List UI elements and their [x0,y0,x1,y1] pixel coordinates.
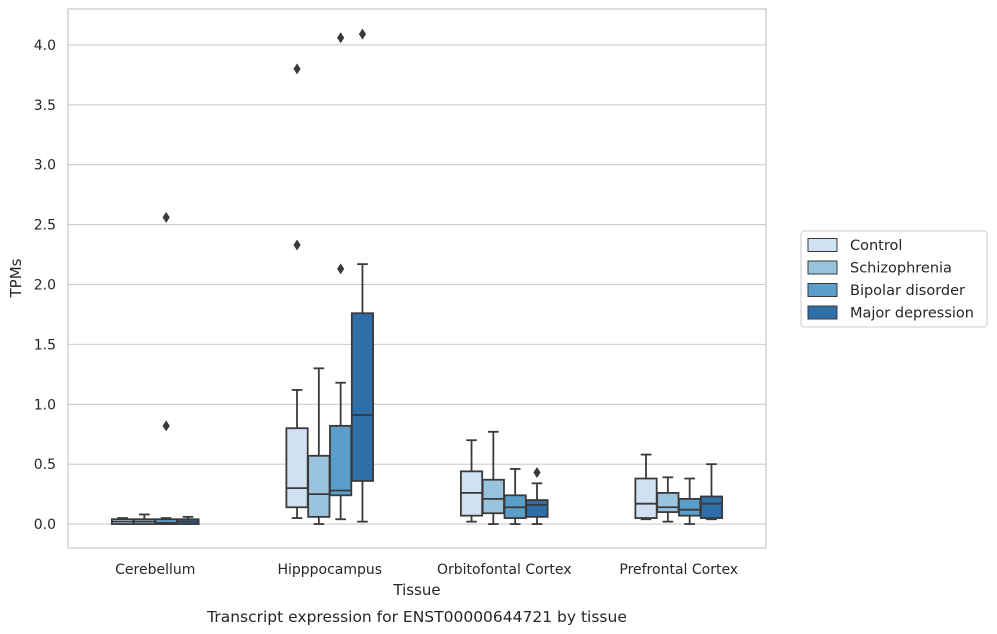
y-tick-label: 1.0 [34,397,56,413]
y-tick-label: 1.5 [34,337,56,353]
box-iqr [656,492,680,513]
box-major-depression [176,515,200,525]
box-iqr [307,454,331,518]
box-schizophrenia [656,476,680,523]
box-major-depression [350,28,375,523]
box-major-depression [525,467,549,525]
box-control [459,439,484,523]
y-tick-label: 0.5 [34,457,56,473]
x-tick-label: Prefrontal Cortex [619,562,738,578]
plot-frame [67,8,767,549]
y-tick-label: 2.0 [34,277,56,293]
legend-entry: Control [850,238,902,254]
box-iqr [678,497,702,517]
legend-swatch [807,238,838,252]
legend-entry: Major depression [850,306,974,322]
box-bipolar-disorder [503,468,527,525]
box-schizophrenia [132,513,156,525]
box-iqr [699,495,724,519]
x-axis-title: Tissue [392,581,440,599]
box-iqr [634,477,658,519]
outlier-point [293,63,301,75]
box-iqr [329,424,353,497]
box-schizophrenia [307,367,331,525]
x-tick-label: Hipppocampus [277,562,382,578]
legend-swatch [807,305,838,320]
legend-frame [800,230,988,328]
y-axis-ticks: 0.0 0.5 1.0 1.5 2.0 2.5 3.0 3.5 4.0 [34,38,56,533]
outlier-point [337,32,345,44]
legend-entry: Bipolar disorder [850,283,965,299]
y-tick-label: 2.5 [34,218,56,234]
grid-lines [68,44,766,525]
box-bipolar-disorder [678,477,702,525]
legend-swatch [807,283,838,297]
y-tick-label: 3.0 [34,158,56,174]
box-control [285,63,309,519]
outlier-point [358,28,367,40]
box-iqr [350,312,375,482]
y-axis-title: TPMs [7,258,25,298]
outlier-point [162,211,170,223]
x-tick-label: Orbitofontal Cortex [437,562,572,578]
chart-caption: Transcript expression for ENST0000064472… [206,608,627,626]
box-iqr [525,499,549,518]
box-iqr [481,478,505,515]
box-major-depression [699,463,724,521]
box-control [634,453,658,521]
outlier-point [162,420,170,432]
outlier-point [533,467,541,479]
box-schizophrenia [481,430,505,525]
box-plot-series [110,28,724,525]
box-bipolar-disorder [154,211,178,525]
legend: Control Schizophrenia Bipolar disorder Majo… [800,230,988,328]
x-axis-ticks: Cerebellum Hipppocampus Orbitofontal Corte… [115,562,738,578]
box-control [110,517,135,525]
legend-swatch [807,260,838,275]
box-iqr [285,427,309,509]
x-tick-label: Cerebellum [115,562,195,578]
y-tick-label: 4.0 [34,38,56,54]
outlier-point [293,239,301,251]
outlier-point [337,263,345,275]
y-tick-label: 0.0 [34,517,56,533]
legend-entry: Schizophrenia [850,261,952,277]
y-tick-label: 3.5 [34,98,56,114]
